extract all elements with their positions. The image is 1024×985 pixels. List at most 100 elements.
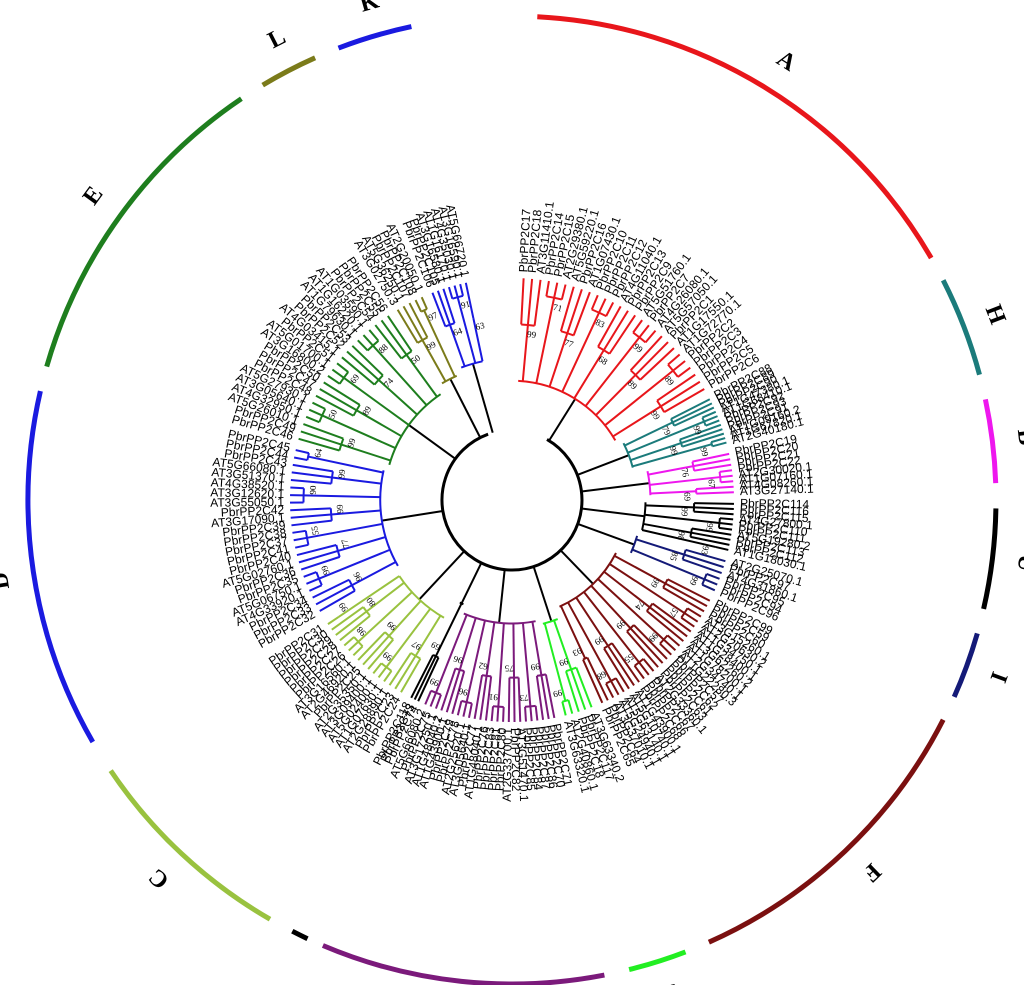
- clade-label-C: C: [144, 863, 174, 894]
- terminal-branch: [319, 388, 358, 412]
- internal-branch: [414, 615, 442, 657]
- clade-root-arc: [629, 535, 639, 554]
- terminal-branch: [701, 583, 716, 592]
- terminal-branch: [380, 319, 408, 356]
- terminal-branch: [352, 645, 364, 657]
- leaf-label: AT2G33700.1: [500, 728, 515, 802]
- terminal-branch: [303, 423, 344, 440]
- internal-branch: [604, 369, 674, 427]
- clade-root-arc: [463, 612, 536, 625]
- terminal-branch: [605, 683, 615, 699]
- support-value: 80: [364, 595, 378, 609]
- terminal-branch: [540, 675, 550, 720]
- terminal-branch: [300, 555, 341, 571]
- terminal-branch: [659, 642, 672, 656]
- support-value: 50: [326, 408, 339, 421]
- clade-root-arc: [646, 470, 652, 496]
- support-value: 64: [452, 325, 464, 338]
- terminal-branch: [417, 657, 440, 702]
- terminal-branch: [507, 677, 511, 722]
- terminal-branch: [387, 315, 413, 352]
- internal-branch: [340, 443, 391, 462]
- internal-node-arc: [632, 331, 647, 344]
- leaf-label: AT3G27140.1: [740, 482, 815, 499]
- internal-branch: [531, 621, 543, 676]
- terminal-branch: [639, 347, 675, 381]
- leaf-label: PbrPP2C85: [520, 727, 538, 791]
- internal-branch: [388, 600, 422, 637]
- terminal-branch: [335, 610, 368, 636]
- terminal-branch: [429, 692, 437, 707]
- terminal-branch: [368, 329, 380, 342]
- clade-arc-B: [982, 398, 999, 484]
- leaf-label: PbrPP2C84: [526, 726, 546, 791]
- terminal-branch: [292, 463, 334, 473]
- internal-branch: [356, 409, 402, 438]
- terminal-branch: [662, 586, 705, 613]
- internal-node-arc: [521, 323, 535, 327]
- support-value: 99: [552, 688, 564, 700]
- terminal-branch: [663, 388, 705, 413]
- support-value: 90: [308, 485, 318, 495]
- internal-node-arc: [701, 573, 708, 586]
- terminal-branch: [290, 486, 304, 490]
- clade-label-E: E: [78, 182, 108, 210]
- terminal-branch: [413, 655, 437, 700]
- terminal-branch: [611, 642, 640, 683]
- internal-branch: [434, 602, 463, 657]
- support-value: 62: [478, 661, 488, 672]
- terminal-branch: [660, 380, 701, 408]
- terminal-branch: [696, 485, 734, 490]
- leaf-label: AT1G07160.1: [739, 467, 814, 487]
- leaf-label: PbrPP2C42: [221, 503, 285, 520]
- clade-root-arc: [398, 575, 445, 619]
- terminal-branch: [312, 578, 350, 599]
- internal-branch: [385, 608, 432, 668]
- internal-node-arc: [646, 602, 654, 612]
- terminal-branch: [394, 655, 417, 690]
- support-value: 71: [552, 302, 563, 314]
- clade-root-arc: [559, 552, 617, 608]
- clade-stem: [381, 509, 444, 522]
- terminal-branch: [666, 634, 681, 647]
- support-value: 99: [649, 409, 663, 422]
- terminal-branch: [294, 543, 309, 549]
- support-value: 77: [339, 538, 351, 550]
- support-value: 99: [614, 618, 628, 632]
- internal-node-arc: [582, 656, 588, 661]
- internal-node-arc: [701, 417, 707, 427]
- terminal-branch: [605, 301, 615, 317]
- terminal-branch: [295, 449, 310, 455]
- internal-node-arc: [492, 705, 504, 708]
- terminal-branch: [566, 288, 583, 334]
- terminal-branch: [410, 654, 434, 699]
- support-value: 99: [557, 656, 569, 669]
- internal-branch: [583, 591, 640, 664]
- terminal-branch: [293, 536, 308, 542]
- terminal-branch: [598, 298, 607, 314]
- internal-branch: [307, 455, 384, 474]
- terminal-branch: [453, 285, 459, 298]
- leaf-label: PbrPP2C116: [740, 501, 810, 518]
- terminal-branch: [567, 699, 574, 714]
- terminal-branch: [526, 278, 534, 326]
- internal-branch: [650, 490, 697, 495]
- terminal-branch: [693, 506, 734, 511]
- support-value: 69: [429, 639, 442, 652]
- terminal-branch: [703, 415, 718, 423]
- support-value: 93: [699, 545, 711, 557]
- internal-branch: [338, 575, 400, 618]
- terminal-branch: [351, 345, 384, 377]
- terminal-branch: [582, 659, 604, 704]
- terminal-branch: [308, 584, 323, 592]
- internal-branch: [630, 442, 682, 462]
- support-value: 99: [345, 437, 357, 449]
- support-value: 89: [360, 404, 373, 417]
- clade-arc-G: [321, 943, 605, 985]
- leaf-label: AT3G55050.1: [210, 495, 284, 510]
- terminal-branch: [434, 694, 442, 709]
- clade-stem: [498, 569, 506, 623]
- terminal-branch: [603, 647, 630, 690]
- leaf-label: AT3G12620.1: [210, 485, 284, 501]
